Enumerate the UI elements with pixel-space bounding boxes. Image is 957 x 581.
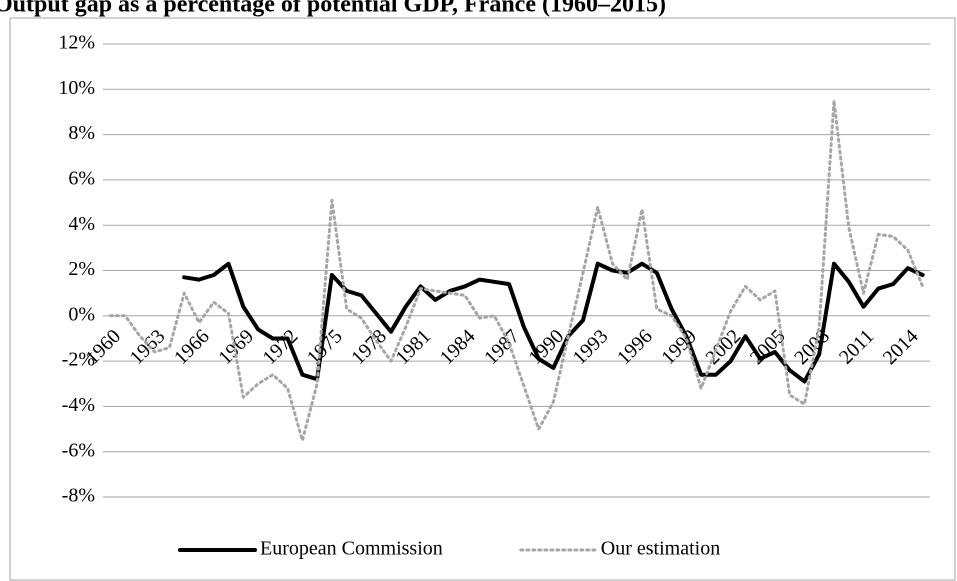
y-tick-label: 8% bbox=[68, 122, 95, 144]
legend-label: Our estimation bbox=[601, 538, 720, 560]
legend-label: European Commission bbox=[260, 538, 443, 560]
series-line bbox=[182, 261, 925, 384]
y-tick-label: -8% bbox=[62, 485, 95, 507]
y-tick-label: 12% bbox=[58, 32, 95, 54]
y-tick-label: 10% bbox=[58, 77, 95, 99]
y-tick-label: 0% bbox=[68, 303, 95, 325]
y-tick-label: -4% bbox=[62, 394, 95, 416]
y-tick-label: 4% bbox=[68, 213, 95, 235]
series-line bbox=[108, 99, 925, 442]
y-tick-label: -6% bbox=[62, 439, 95, 461]
y-tick-label: -2% bbox=[62, 349, 95, 371]
y-tick-label: 2% bbox=[68, 258, 95, 280]
chart-frame bbox=[9, 17, 956, 581]
chart-title: Output gap as a percentage of potential … bbox=[0, 0, 666, 18]
y-tick-label: 6% bbox=[68, 167, 95, 189]
